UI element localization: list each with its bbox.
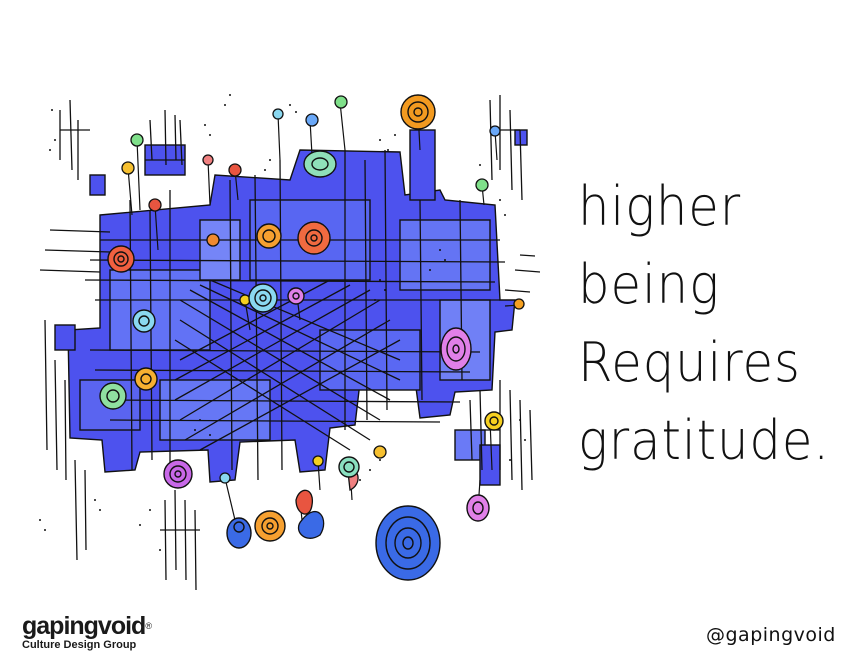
caption-line-2: being — [578, 253, 720, 316]
brand-tagline: Culture Design Group — [22, 639, 137, 651]
brand-registered-mark: ® — [145, 621, 152, 631]
caption-line-3: Requires — [578, 331, 801, 394]
speckle-dots — [39, 94, 526, 551]
brand-name: gapingvoid — [22, 612, 146, 640]
blue-blocks — [54, 129, 528, 486]
caption-line-1: higher — [578, 175, 742, 238]
small-blobs — [121, 95, 525, 539]
crosshatch-lines — [39, 95, 541, 591]
caption-line-4: gratitude. — [578, 409, 831, 472]
concentric-circles — [99, 94, 504, 581]
caption: higher being Requires gratitude. — [578, 168, 838, 480]
social-handle: @gapingvoid — [706, 624, 836, 646]
brand-logo: gapingvoid® Culture Design Group — [22, 612, 152, 652]
